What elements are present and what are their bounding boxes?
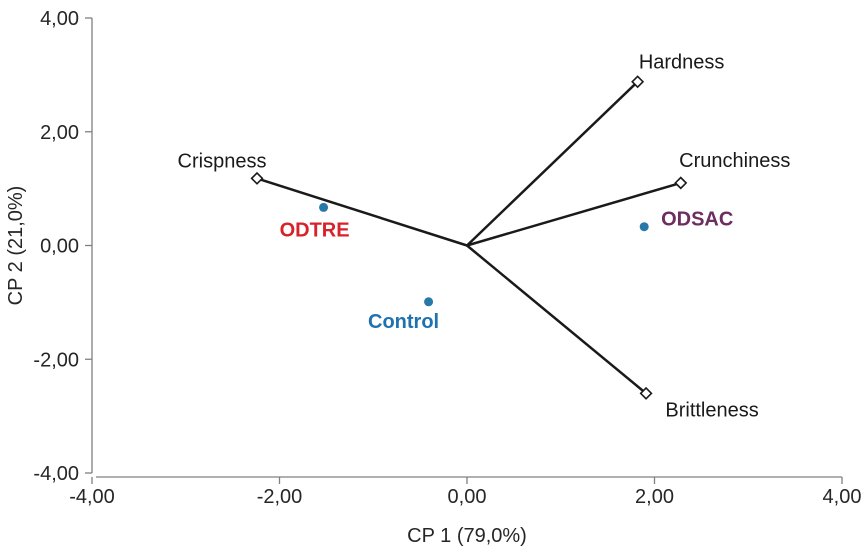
loading-vector-crunchiness xyxy=(466,181,682,247)
y-tick-label: 2,00 xyxy=(40,122,79,144)
loading-marker-hardness-diamond-icon xyxy=(631,75,645,89)
sample-label-odsac: ODSAC xyxy=(661,209,733,231)
loading-marker-crispness-diamond-icon xyxy=(250,171,264,185)
loading-label-crunchiness: Crunchiness xyxy=(679,150,790,172)
sample-point-control xyxy=(424,297,434,307)
x-axis-title: CP 1 (79,0%) xyxy=(407,525,527,547)
x-tick-label: 0,00 xyxy=(448,486,487,508)
y-tick-label: 0,00 xyxy=(40,236,79,258)
y-axis-title: CP 2 (21,0%) xyxy=(5,186,27,306)
x-tick-label: 4,00 xyxy=(823,486,862,508)
y-tick-label: -4,00 xyxy=(33,463,79,485)
y-tick-label: 4,00 xyxy=(40,8,79,30)
sample-point-odsac xyxy=(639,222,649,232)
loading-marker-crunchiness-diamond-icon xyxy=(674,176,688,190)
sample-point-odtre xyxy=(319,202,329,212)
loading-label-crispness: Crispness xyxy=(178,150,267,172)
loading-marker-brittleness-diamond-icon xyxy=(639,386,653,400)
sample-label-odtre: ODTRE xyxy=(280,219,350,241)
loading-label-hardness: Hardness xyxy=(639,52,725,74)
loading-label-brittleness: Brittleness xyxy=(665,399,758,421)
loading-vector-hardness xyxy=(466,80,639,247)
x-tick-label: 2,00 xyxy=(635,486,674,508)
x-tick-label: -2,00 xyxy=(257,486,303,508)
y-tick-label: -2,00 xyxy=(33,349,79,371)
sample-label-control: Control xyxy=(368,311,439,333)
loading-vector-brittleness xyxy=(466,244,647,395)
loading-vector-crispness xyxy=(256,177,468,247)
x-tick-label: -4,00 xyxy=(69,486,115,508)
